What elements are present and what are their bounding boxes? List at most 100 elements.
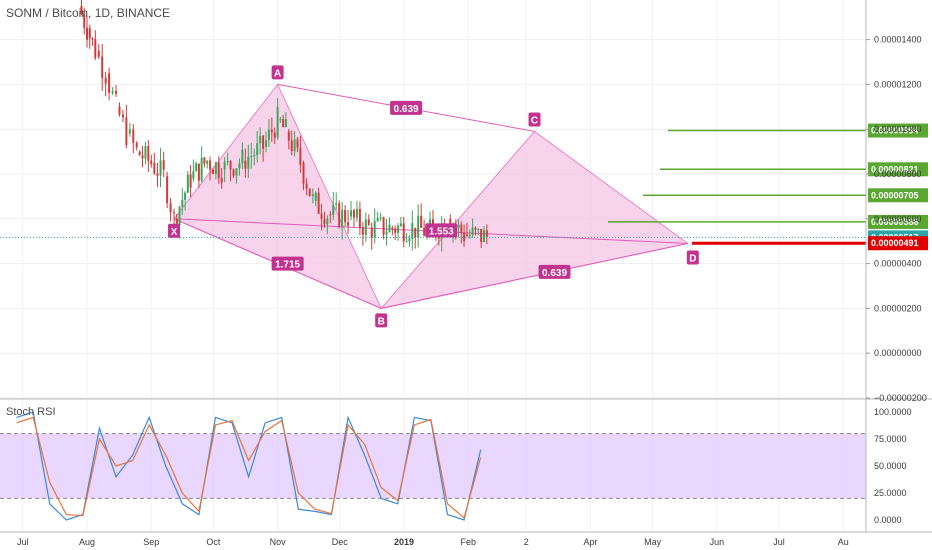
candle-body (477, 228, 480, 230)
pattern-bd-line (381, 242, 688, 309)
stoch-lines (16, 411, 482, 521)
candle-body (162, 160, 165, 170)
candle-body (282, 119, 285, 127)
candle-body (323, 218, 326, 225)
candle-body (111, 90, 114, 93)
candle-body (86, 27, 89, 40)
candle-body (308, 188, 311, 196)
x-tick-label: Au (838, 537, 849, 547)
candle-body (125, 117, 128, 145)
candle-body (376, 217, 379, 221)
candle-body (267, 129, 270, 141)
candle-body (88, 28, 91, 39)
candle-body (259, 135, 262, 144)
price-level-tag (868, 123, 928, 138)
candle-body (326, 218, 329, 225)
candle-body (214, 162, 217, 174)
candle-body (138, 151, 141, 156)
candle-body (463, 232, 466, 242)
candle-body (279, 119, 282, 121)
ratio-label-bg (425, 223, 458, 238)
ratio-label-bg (271, 256, 304, 271)
candle-body (296, 139, 299, 148)
candle-body (364, 219, 367, 235)
y-tick-label: −0.00000200 (874, 393, 927, 403)
candle-body (382, 217, 385, 235)
pattern-point-label: X (171, 227, 178, 238)
price-level-tag (868, 188, 928, 203)
candle-body (94, 39, 97, 58)
candle-body (253, 155, 256, 157)
main-pane-bg (0, 0, 866, 398)
x-tick-label: Feb (460, 537, 476, 547)
candle-body (104, 77, 107, 84)
pattern-point-marker (686, 250, 699, 265)
price-level-tag-text: 0.00000705 (871, 190, 919, 200)
x-tick-label: Oct (206, 537, 221, 547)
chart-title: SONM / Bitcoin, 1D, BINANCE (6, 6, 171, 20)
candle-body (226, 161, 229, 163)
price-level-tag (868, 214, 928, 229)
candle-body (471, 227, 474, 236)
candle-body (317, 192, 320, 214)
stoch-title: Stoch RSI (6, 406, 56, 418)
candle-body (244, 160, 247, 169)
candle-body (417, 215, 420, 238)
candle-body (203, 157, 206, 164)
candle-body (118, 106, 121, 115)
candle-body (132, 129, 135, 143)
candle-body (256, 143, 259, 156)
y-tick-label: 0.00001200 (874, 79, 922, 89)
candle-body (83, 13, 86, 28)
candle-body (197, 163, 200, 181)
candle-body (329, 214, 332, 216)
stoch-y-tick-label: 50.0000 (874, 461, 907, 471)
price-level-tag-text: 0.00000821 (871, 164, 919, 174)
candle-body (361, 227, 364, 235)
candle-body (169, 203, 172, 213)
pattern-point-label: C (531, 115, 538, 126)
ratio-label: 1.553 (429, 226, 454, 237)
candle-body (189, 174, 192, 188)
candle-body (411, 223, 414, 239)
x-tick-label: 2 (524, 537, 529, 547)
stoch-overbought-band (0, 433, 866, 499)
candle-body (460, 224, 463, 233)
candle-body (402, 223, 405, 242)
candle-body (156, 173, 159, 176)
candle-body (270, 129, 273, 133)
candle-body (200, 157, 203, 181)
candle-body (229, 161, 232, 170)
candle-body (468, 235, 471, 237)
y-tick-label: 0.00000600 (874, 214, 922, 224)
stoch-y-tick-label: 75.0000 (874, 434, 907, 444)
candle-body (284, 119, 287, 127)
candle-body (405, 241, 408, 243)
candle-body (153, 162, 156, 174)
candle-body (399, 223, 402, 226)
candle-body (276, 107, 279, 138)
candle-body (173, 212, 176, 214)
x-tick-label: Dec (332, 537, 349, 547)
candle-body (141, 155, 144, 159)
x-tick-label: Apr (583, 537, 597, 547)
price-level-tag (868, 162, 928, 177)
candle-body (314, 192, 317, 201)
price-level-tag-text: 0.00000994 (871, 126, 919, 136)
candle-body (184, 192, 187, 200)
stoch-y-tick-label: 100.0000 (874, 407, 912, 417)
candle-body (238, 163, 241, 169)
stoch-band (0, 433, 866, 499)
ratio-label: 0.639 (542, 268, 567, 279)
x-tick-label: Jul (17, 537, 29, 547)
candle-body (108, 73, 111, 93)
price-level-tag-text: 0.00000491 (871, 238, 919, 248)
pattern-point-marker (271, 65, 284, 80)
y-tick-label: 0.00001400 (874, 35, 922, 45)
price-levels: 0.00000994 0.00000821 0.00000705 0.00000586… (0, 123, 928, 251)
ratio-label-bg (538, 264, 571, 279)
candle-body (388, 224, 391, 232)
candle-body (159, 160, 162, 176)
candle-body (217, 162, 220, 179)
